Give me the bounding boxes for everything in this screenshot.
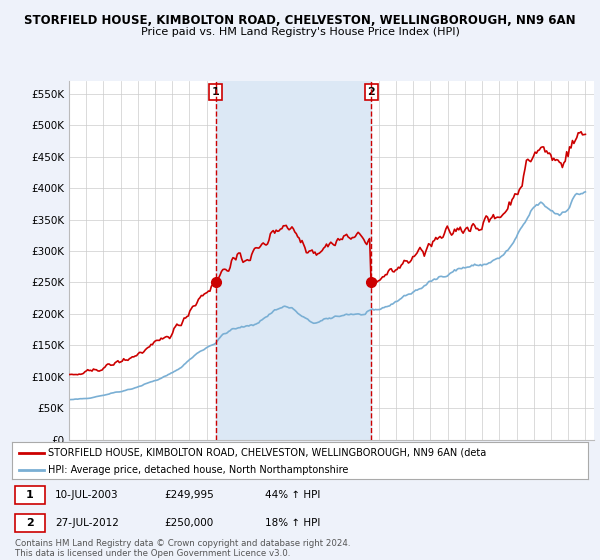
Text: Contains HM Land Registry data © Crown copyright and database right 2024.
This d: Contains HM Land Registry data © Crown c… (15, 539, 350, 558)
Text: 1: 1 (26, 490, 34, 500)
Text: 27-JUL-2012: 27-JUL-2012 (55, 518, 119, 528)
Text: STORFIELD HOUSE, KIMBOLTON ROAD, CHELVESTON, WELLINGBOROUGH, NN9 6AN: STORFIELD HOUSE, KIMBOLTON ROAD, CHELVES… (24, 14, 576, 27)
Text: 10-JUL-2003: 10-JUL-2003 (55, 490, 119, 500)
Text: 2: 2 (368, 87, 376, 97)
Text: 2: 2 (26, 518, 34, 528)
Text: 44% ↑ HPI: 44% ↑ HPI (265, 490, 321, 500)
Text: 18% ↑ HPI: 18% ↑ HPI (265, 518, 321, 528)
Text: Price paid vs. HM Land Registry's House Price Index (HPI): Price paid vs. HM Land Registry's House … (140, 27, 460, 37)
Text: £249,995: £249,995 (164, 490, 214, 500)
Text: £250,000: £250,000 (164, 518, 214, 528)
FancyBboxPatch shape (15, 486, 45, 504)
Text: STORFIELD HOUSE, KIMBOLTON ROAD, CHELVESTON, WELLINGBOROUGH, NN9 6AN (deta: STORFIELD HOUSE, KIMBOLTON ROAD, CHELVES… (48, 447, 486, 458)
FancyBboxPatch shape (15, 514, 45, 532)
Text: 1: 1 (212, 87, 220, 97)
Text: HPI: Average price, detached house, North Northamptonshire: HPI: Average price, detached house, Nort… (48, 465, 348, 475)
